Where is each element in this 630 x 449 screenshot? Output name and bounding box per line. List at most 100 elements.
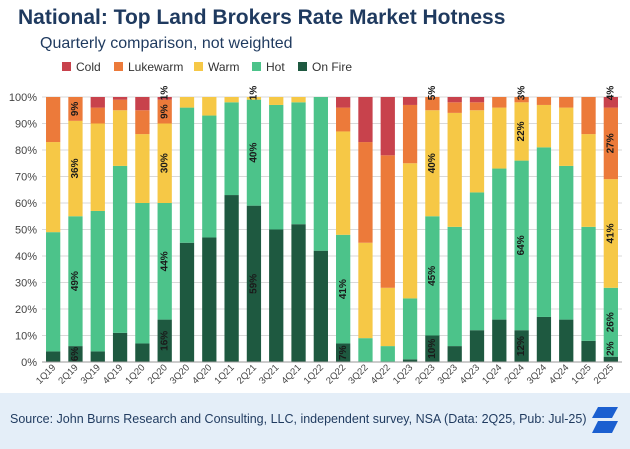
legend-item-hot: Hot — [252, 60, 285, 74]
bar-hot — [202, 115, 217, 238]
x-tick-label: 3Q23 — [436, 362, 460, 386]
bar-hot — [313, 97, 328, 251]
x-tick-label: 4Q19 — [101, 362, 125, 386]
x-tick-label: 2Q19 — [56, 362, 80, 386]
bar-lukewarm — [380, 155, 395, 288]
y-tick-label: 20% — [15, 304, 37, 316]
bar-warm — [581, 134, 596, 227]
bar-on-fire — [224, 195, 239, 362]
x-tick-label: 4Q21 — [279, 362, 303, 386]
bar-warm — [135, 134, 150, 203]
y-tick-label: 100% — [9, 92, 37, 104]
x-tick-label: 4Q20 — [190, 362, 214, 386]
data-label: 64% — [516, 235, 527, 255]
y-tick-label: 60% — [15, 198, 37, 210]
stacked-bar-chart: 0% 10% 20% 30% 40% 50% 60% 70% 80% 90% 100% 1Q192Q1… — [9, 60, 622, 387]
bar-hot — [291, 102, 306, 225]
x-tick-label: 2Q20 — [146, 362, 170, 386]
chart-title: National: Top Land Brokers Rate Market H… — [18, 6, 506, 29]
bar-on-fire — [581, 340, 596, 362]
bar-warm — [68, 120, 83, 217]
x-tick-label: 2Q25 — [592, 362, 616, 386]
legend-label: Hot — [266, 60, 285, 74]
bar-warm — [603, 179, 618, 288]
bar-warm — [202, 97, 217, 116]
bar-lukewarm — [559, 97, 574, 108]
bar-on-fire — [157, 319, 172, 362]
legend-swatch — [62, 62, 71, 71]
bar-hot — [469, 192, 485, 331]
bar-hot — [514, 160, 529, 331]
bar-hot — [492, 168, 507, 320]
bar-warm — [469, 110, 485, 193]
bar-hot — [336, 234, 351, 344]
bar-warm — [46, 142, 61, 233]
bar-lukewarm — [68, 97, 83, 121]
x-tick-label: 1Q24 — [480, 362, 504, 386]
data-label: 49% — [70, 271, 81, 291]
data-label: 40% — [249, 143, 260, 163]
bar-lukewarm — [425, 97, 440, 111]
bar-on-fire — [68, 346, 83, 362]
x-tick-label: 1Q20 — [123, 362, 147, 386]
legend-item-lukewarm: Lukewarm — [114, 60, 183, 74]
bar-hot — [68, 216, 83, 347]
legend-item-on-fire: On Fire — [298, 60, 352, 74]
bar-on-fire — [179, 242, 195, 362]
bar-on-fire — [536, 316, 552, 362]
chart-subtitle: Quarterly comparison, not weighted — [40, 35, 293, 52]
bar-on-fire — [135, 343, 150, 362]
bar-cold — [469, 97, 485, 103]
bar-lukewarm — [447, 102, 462, 113]
bar-lukewarm — [492, 97, 507, 108]
bar-hot — [269, 104, 284, 230]
bar-lukewarm — [90, 107, 105, 124]
y-tick-label: 30% — [15, 278, 37, 290]
data-label: 59% — [249, 274, 260, 294]
footer: Source: John Burns Research and Consulti… — [0, 393, 630, 449]
bar-hot — [380, 346, 395, 362]
x-tick-label: 3Q21 — [257, 362, 281, 386]
bar-warm — [291, 97, 306, 103]
bar-on-fire — [469, 330, 485, 362]
data-label: 12% — [516, 336, 527, 356]
bar-warm — [447, 112, 462, 227]
y-tick-label: 50% — [15, 225, 37, 237]
data-label: 1% — [159, 86, 170, 101]
x-tick-label: 1Q25 — [569, 362, 593, 386]
legend-swatch — [194, 62, 203, 71]
bar-cold — [90, 97, 105, 108]
x-tick-label: 2Q21 — [235, 362, 259, 386]
x-tick-label: 4Q23 — [458, 362, 482, 386]
bar-cold — [358, 97, 373, 143]
data-label: 36% — [70, 158, 81, 178]
data-label: 45% — [427, 266, 438, 286]
bar-hot — [179, 107, 195, 243]
data-label: 44% — [159, 251, 170, 271]
logo-lower-shape — [592, 421, 618, 433]
bar-lukewarm — [135, 110, 150, 135]
bar-hot — [135, 203, 150, 344]
bar-hot — [559, 165, 574, 320]
bar-warm — [514, 102, 529, 161]
bar-hot — [603, 287, 618, 357]
bar-lukewarm — [514, 97, 529, 103]
data-label: 2% — [605, 341, 616, 356]
y-tick-label: 10% — [15, 331, 37, 343]
bar-warm — [224, 97, 239, 103]
bar-warm — [559, 107, 574, 166]
data-label: 40% — [427, 153, 438, 173]
y-tick-label: 80% — [15, 145, 37, 157]
data-label: 1% — [249, 86, 260, 101]
legend-item-cold: Cold — [62, 60, 101, 74]
data-label: 16% — [159, 331, 170, 351]
bar-warm — [90, 123, 105, 211]
bar-hot — [90, 210, 105, 352]
bar-warm — [269, 97, 284, 105]
bar-on-fire — [514, 330, 529, 362]
bar-cold — [135, 97, 150, 111]
legend-swatch — [252, 62, 261, 71]
bar-lukewarm — [46, 97, 61, 143]
bar-hot — [425, 216, 440, 336]
x-tick-label: 3Q19 — [79, 362, 103, 386]
